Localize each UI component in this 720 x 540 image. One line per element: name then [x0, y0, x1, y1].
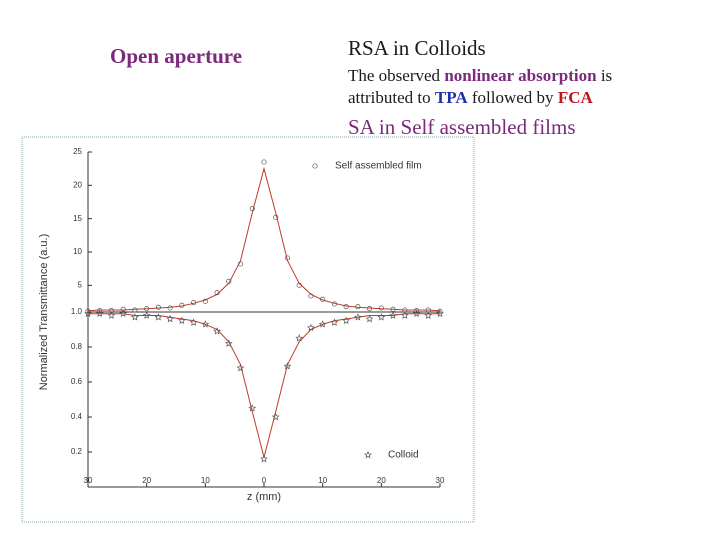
data-point — [413, 308, 420, 314]
data-point — [377, 313, 386, 321]
y-tick-label: 0.4 — [71, 412, 83, 421]
data-point — [201, 320, 210, 328]
data-point — [191, 300, 197, 306]
data-point — [284, 255, 291, 261]
x-axis-label: z (mm) — [247, 491, 281, 503]
body-segment: TPA — [434, 88, 468, 107]
data-point — [202, 298, 208, 304]
data-point — [179, 302, 185, 308]
x-tick-label: 20 — [377, 476, 386, 485]
data-point — [97, 308, 103, 314]
data-point — [308, 293, 314, 299]
data-point — [342, 316, 351, 325]
data-point — [412, 309, 421, 318]
data-point — [353, 313, 362, 321]
data-point — [389, 311, 397, 319]
y-tick-label: 0.2 — [71, 447, 83, 456]
data-point — [131, 313, 139, 321]
data-point — [248, 404, 257, 412]
body-segment: nonlinear absorption — [444, 66, 597, 85]
body-segment: The observed — [348, 66, 445, 85]
data-point — [331, 301, 337, 307]
data-point — [167, 305, 173, 311]
y-tick-label: 0.8 — [71, 342, 83, 351]
data-point — [214, 290, 220, 296]
data-point — [307, 323, 315, 332]
y-tick-label: 25 — [73, 147, 82, 156]
data-point — [144, 306, 150, 312]
legend-marker — [312, 163, 318, 169]
data-point — [318, 320, 327, 328]
y-tick-label: 20 — [73, 180, 82, 189]
body-text: The observed nonlinear absorption is att… — [348, 65, 678, 109]
fit-line — [87, 166, 441, 312]
fit-line — [88, 313, 440, 458]
data-point — [236, 363, 245, 372]
data-point — [107, 311, 116, 319]
data-point — [343, 304, 349, 310]
data-point — [237, 261, 244, 267]
legend-label: Colloid — [388, 450, 419, 461]
data-point — [271, 412, 280, 421]
data-point — [132, 307, 138, 313]
y-tick-label: 15 — [73, 214, 82, 223]
data-point — [355, 304, 361, 310]
y-axis-label: Normalized Transmittance (a.u.) — [38, 234, 50, 391]
data-point — [226, 278, 232, 284]
data-point — [260, 454, 268, 463]
data-point — [213, 327, 221, 335]
data-point — [367, 306, 373, 312]
body-segment: is attributed to — [348, 66, 617, 107]
subheading: SA in Self assembled films — [348, 115, 576, 139]
chart-frame — [21, 136, 475, 523]
right-heading: RSA in Colloids — [348, 36, 486, 60]
data-point — [166, 314, 175, 323]
data-point — [249, 206, 255, 212]
x-tick-label: 0 — [262, 476, 267, 485]
data-point — [177, 316, 186, 325]
data-point — [84, 309, 92, 318]
x-tick-label: 30 — [84, 476, 93, 485]
body-segment: FCA — [557, 88, 593, 107]
data-point — [320, 296, 326, 302]
y-tick-label: 5 — [78, 280, 83, 289]
data-point — [365, 314, 374, 323]
data-point — [119, 309, 128, 318]
data-point — [261, 159, 267, 165]
data-point — [189, 318, 198, 326]
data-point — [155, 304, 161, 310]
data-point — [378, 305, 384, 311]
data-point — [295, 334, 304, 342]
data-point — [436, 309, 444, 318]
data-point — [273, 214, 279, 220]
data-point — [154, 313, 163, 321]
x-tick-label: 10 — [201, 476, 210, 485]
body-segment: followed by — [467, 88, 558, 107]
x-tick-label: 20 — [142, 476, 151, 485]
x-tick-label: 10 — [318, 476, 327, 485]
y-tick-label: 10 — [73, 247, 82, 256]
legend-marker — [364, 450, 372, 459]
data-point — [296, 282, 302, 288]
data-point — [400, 311, 409, 319]
data-point — [330, 318, 339, 326]
data-point — [283, 362, 292, 370]
y-tick-label: 1.0 — [71, 307, 83, 316]
data-point — [224, 339, 233, 347]
x-tick-label: 30 — [436, 476, 445, 485]
legend-label: Self assembled film — [335, 161, 422, 172]
y-tick-label: 0.6 — [71, 377, 83, 386]
data-point — [424, 311, 433, 319]
data-point — [142, 311, 151, 319]
data-point — [95, 309, 104, 318]
left-heading: Open aperture — [110, 44, 243, 68]
